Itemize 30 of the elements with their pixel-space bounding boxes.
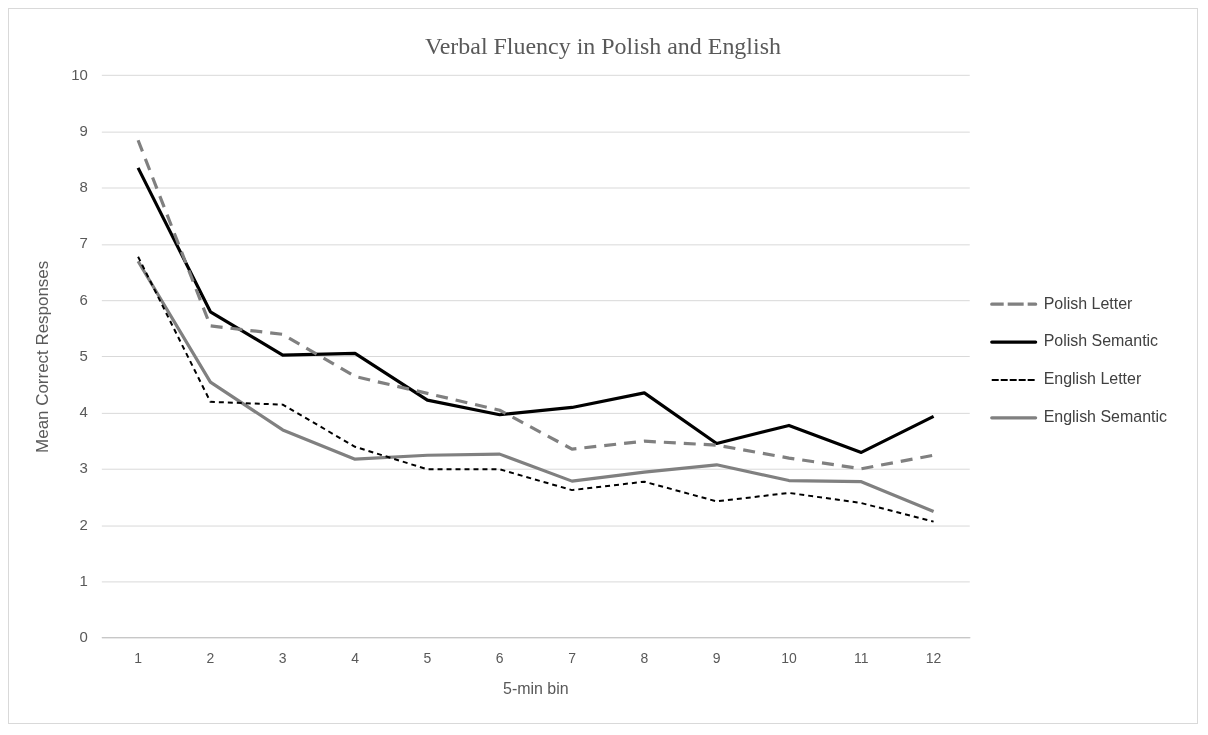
y-tick-label: 7 bbox=[79, 234, 88, 252]
y-tick-label: 3 bbox=[79, 459, 88, 477]
y-tick-label: 0 bbox=[79, 628, 88, 646]
x-tick-label: 6 bbox=[495, 649, 504, 666]
y-tick-label: 2 bbox=[79, 515, 88, 533]
y-tick-label: 10 bbox=[71, 65, 88, 83]
x-tick-label: 9 bbox=[712, 649, 721, 666]
x-tick-label: 1 bbox=[134, 649, 143, 666]
x-tick-label: 11 bbox=[854, 649, 869, 666]
y-tick-label: 5 bbox=[79, 346, 88, 364]
x-tick-label: 3 bbox=[278, 649, 287, 666]
chart-title: Verbal Fluency in Polish and English bbox=[425, 32, 781, 59]
x-tick-label: 2 bbox=[206, 649, 215, 666]
x-tick-label: 12 bbox=[925, 649, 942, 666]
x-tick-label: 4 bbox=[351, 649, 360, 666]
y-tick-label: 4 bbox=[79, 403, 88, 421]
legend-label: Polish Semantic bbox=[1043, 332, 1159, 350]
x-tick-label: 10 bbox=[781, 649, 797, 666]
y-tick-label: 9 bbox=[79, 121, 88, 139]
legend-label: English Letter bbox=[1043, 370, 1142, 388]
x-tick-label: 7 bbox=[568, 649, 577, 666]
y-tick-label: 6 bbox=[79, 290, 88, 308]
x-tick-label: 8 bbox=[640, 649, 649, 666]
y-axis-title: Mean Correct Responses bbox=[32, 260, 52, 453]
y-tick-label: 8 bbox=[79, 178, 88, 196]
y-tick-label: 1 bbox=[79, 571, 88, 589]
legend-label: Polish Letter bbox=[1043, 294, 1134, 312]
x-axis-title: 5-min bin bbox=[503, 679, 569, 697]
legend-label: English Semantic bbox=[1043, 408, 1167, 426]
x-tick-label: 5 bbox=[423, 649, 432, 666]
